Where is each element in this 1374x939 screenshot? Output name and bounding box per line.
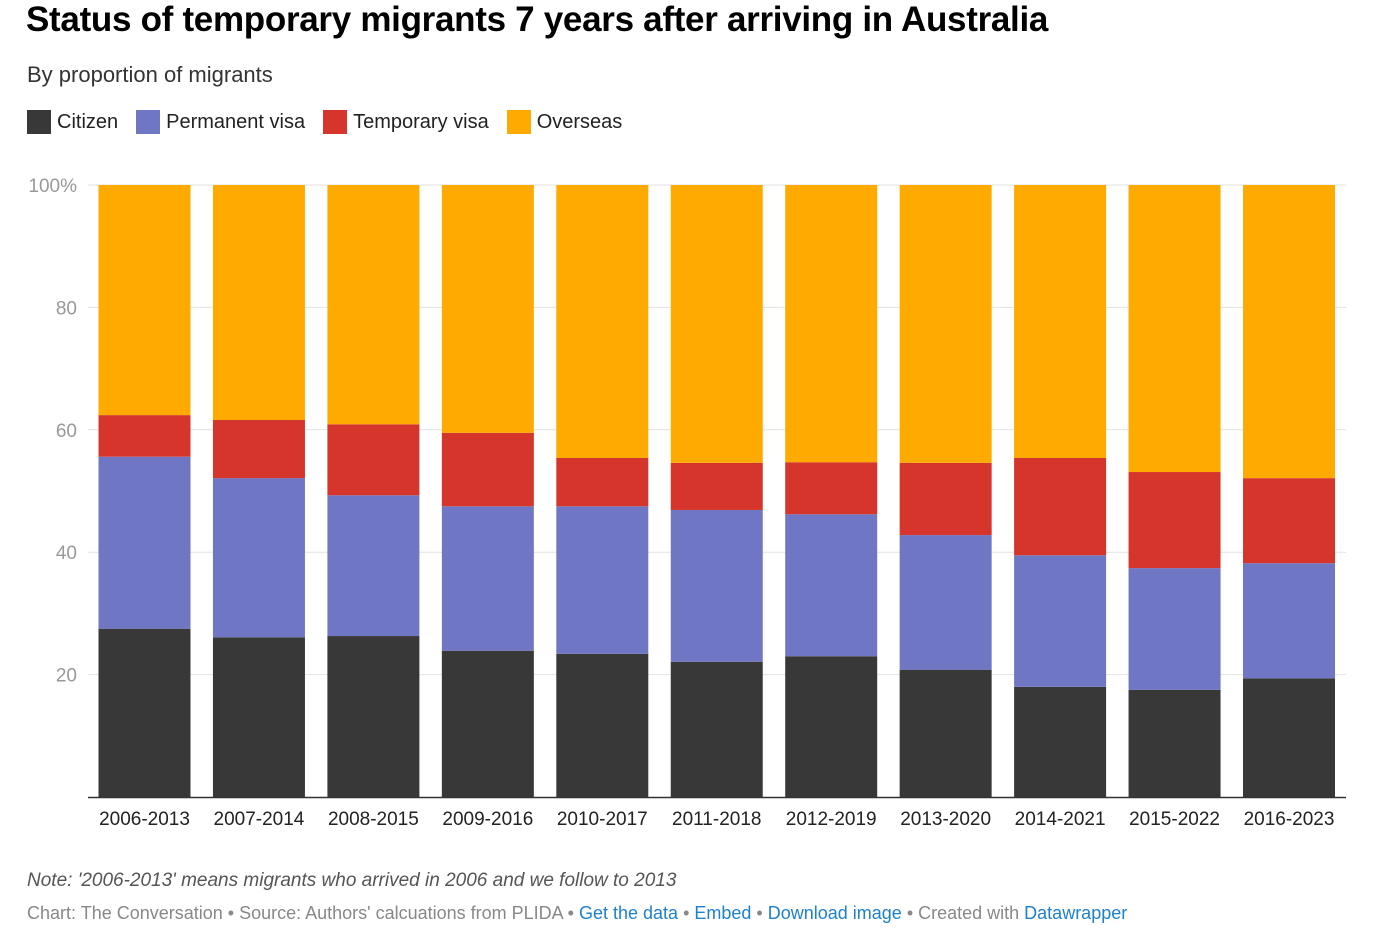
bar-segment-permanent-visa xyxy=(670,509,763,662)
legend-label: Permanent visa xyxy=(166,110,306,133)
bar-segment-permanent-visa xyxy=(899,535,992,670)
x-tick-label: 2008-2015 xyxy=(328,809,419,830)
y-tick-label: 80 xyxy=(56,298,77,319)
bar-segment-overseas xyxy=(98,185,191,416)
bar-segment-temporary-visa xyxy=(1014,457,1107,556)
bar-segment-permanent-visa xyxy=(441,506,534,651)
download-image-link[interactable]: Download image xyxy=(767,903,902,923)
bar-segment-citizen xyxy=(441,650,534,797)
bar-segment-overseas xyxy=(1128,185,1221,473)
bar-segment-citizen xyxy=(556,653,649,797)
x-tick-label: 2016-2023 xyxy=(1244,809,1335,830)
note: Note: '2006-2013' means migrants who arr… xyxy=(27,870,677,891)
bar-segment-citizen xyxy=(1128,689,1221,797)
bar-segment-overseas xyxy=(327,185,420,425)
bar-segment-temporary-visa xyxy=(899,462,992,536)
get-data-link[interactable]: Get the data xyxy=(578,903,679,923)
x-tick-label: 2007-2014 xyxy=(214,809,305,830)
bar-segment-overseas xyxy=(212,185,305,421)
legend-item: Temporary visa xyxy=(323,110,489,134)
legend-swatch xyxy=(136,110,161,134)
x-tick-label: 2012-2019 xyxy=(786,809,877,830)
x-tick-label: 2015-2022 xyxy=(1129,809,1220,830)
legend-swatch xyxy=(27,110,51,134)
y-tick-label: 60 xyxy=(56,421,77,442)
chart-title: Status of temporary migrants 7 years aft… xyxy=(26,0,1049,39)
footer: Chart: The Conversation • Source: Author… xyxy=(27,903,1127,924)
bar-segment-citizen xyxy=(1243,678,1335,797)
legend-label: Citizen xyxy=(57,110,119,133)
bar-segment-temporary-visa xyxy=(1243,478,1335,564)
bar-segment-overseas xyxy=(899,185,992,463)
bar-segment-temporary-visa xyxy=(327,424,420,496)
x-tick-label: 2013-2020 xyxy=(900,809,991,830)
bar-segment-citizen xyxy=(98,628,191,797)
sep: • xyxy=(678,903,695,923)
x-tick-label: 2009-2016 xyxy=(442,809,533,830)
bar-segment-temporary-visa xyxy=(212,420,305,479)
x-tick-label: 2011-2018 xyxy=(672,809,761,830)
legend: Citizen Permanent visa Temporary visa Overs… xyxy=(27,110,622,134)
legend-swatch xyxy=(323,110,348,134)
bar-segment-permanent-visa xyxy=(785,514,878,657)
legend-item: Citizen xyxy=(27,110,118,134)
bar-segment-overseas xyxy=(441,185,534,433)
bar-segment-citizen xyxy=(899,669,992,797)
credit: Chart: The Conversation • Source: Author… xyxy=(27,903,579,923)
legend-item: Overseas xyxy=(506,110,623,134)
bar-segment-overseas xyxy=(1243,185,1335,479)
bar-segment-permanent-visa xyxy=(327,495,420,637)
bar-segment-overseas xyxy=(670,185,763,463)
bar-segment-permanent-visa xyxy=(556,506,649,654)
x-tick-label: 2006-2013 xyxy=(99,809,190,830)
datawrapper-link[interactable]: Datawrapper xyxy=(1024,903,1128,923)
y-tick-label: 20 xyxy=(56,666,77,687)
bar-segment-overseas xyxy=(1014,185,1107,458)
bar-segment-citizen xyxy=(212,637,305,797)
bar-segment-temporary-visa xyxy=(785,462,878,515)
bar-segment-temporary-visa xyxy=(1128,472,1221,569)
bar-segment-overseas xyxy=(556,185,649,458)
embed-link[interactable]: Embed xyxy=(694,903,752,923)
bar-segment-citizen xyxy=(327,636,420,797)
bar-segment-overseas xyxy=(785,185,878,463)
bar-segment-permanent-visa xyxy=(1243,563,1335,679)
bar-segment-citizen xyxy=(670,661,763,797)
bar-segment-citizen xyxy=(785,656,878,797)
bar-segment-permanent-visa xyxy=(212,478,305,638)
legend-item: Permanent visa xyxy=(136,110,305,134)
created-with: • Created with xyxy=(901,903,1025,923)
legend-label: Temporary visa xyxy=(353,110,489,133)
bar-segment-permanent-visa xyxy=(98,456,191,629)
bar-segment-temporary-visa xyxy=(441,432,534,507)
x-tick-label: 2014-2021 xyxy=(1015,809,1106,830)
y-tick-label: 40 xyxy=(56,543,77,564)
bar-segment-temporary-visa xyxy=(556,457,649,507)
x-tick-label: 2010-2017 xyxy=(557,809,648,830)
legend-label: Overseas xyxy=(536,110,623,133)
bar-segment-temporary-visa xyxy=(98,415,191,457)
bar-segment-permanent-visa xyxy=(1014,555,1107,687)
bar-segment-permanent-visa xyxy=(1128,568,1221,690)
stacked-bar-chart: 20 40 60 80 100% 2006-2013 2007-2014 2008-2015 2… xyxy=(28,176,1346,830)
legend-swatch xyxy=(506,110,531,134)
bar-segment-citizen xyxy=(1014,686,1107,797)
bar-segment-temporary-visa xyxy=(670,462,763,510)
y-tick-label: 100% xyxy=(28,176,77,197)
chart-subtitle: By proportion of migrants xyxy=(27,62,273,87)
sep: • xyxy=(751,903,768,923)
